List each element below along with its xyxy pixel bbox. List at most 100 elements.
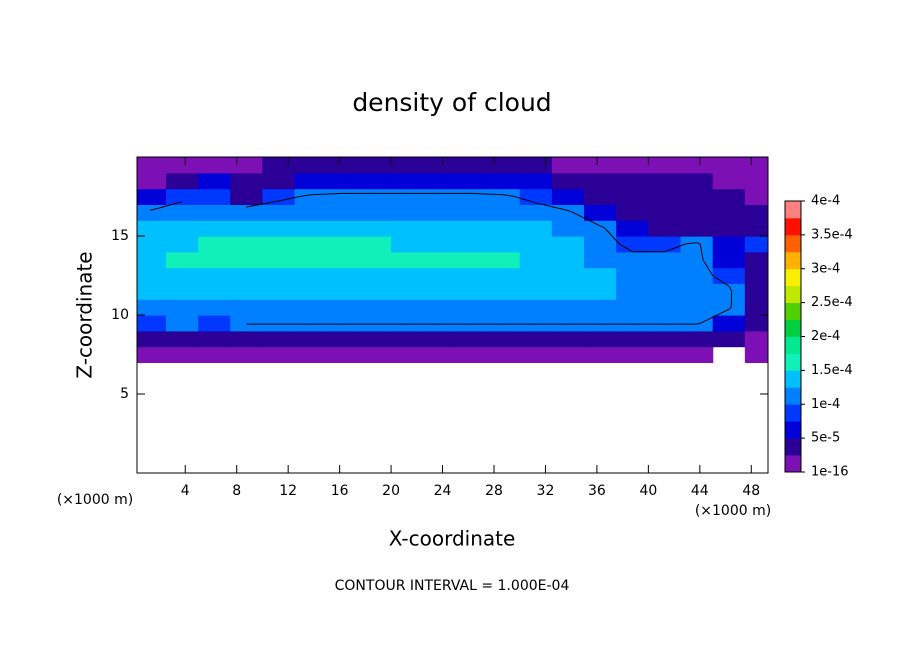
field-cell (455, 283, 489, 300)
field-cell (137, 346, 167, 363)
colorbar-band (785, 217, 801, 236)
field-cell (648, 172, 682, 190)
y-tick-label: 15 (111, 228, 129, 244)
field-cell (648, 267, 682, 284)
colorbar-band (785, 353, 801, 371)
field-cell (262, 283, 296, 300)
field-cell (680, 251, 714, 269)
field-cell (487, 220, 521, 237)
contour-field (137, 157, 768, 363)
colorbar-tick-label: 1.5e-4 (811, 363, 853, 378)
field-cell (584, 188, 617, 205)
field-cell (648, 188, 682, 205)
field-cell (198, 220, 231, 237)
field-cell (262, 299, 296, 316)
field-cell (423, 251, 456, 269)
field-cell (584, 299, 617, 316)
contour-line (728, 306, 732, 310)
field-cell (198, 299, 231, 316)
field-cell (230, 157, 264, 174)
field-cell (616, 157, 649, 174)
field-cell (165, 267, 199, 284)
field-cell (391, 315, 424, 332)
field-cell (137, 236, 167, 253)
field-cell (294, 346, 328, 363)
field-cell (487, 267, 521, 284)
contour-line (246, 200, 279, 208)
field-cell (551, 172, 585, 190)
field-cell (423, 346, 456, 363)
field-cell (519, 236, 553, 253)
field-cell (230, 330, 264, 348)
field-cell (198, 346, 231, 363)
field-cell (584, 172, 617, 190)
x-tick-label: 8 (232, 483, 241, 499)
field-cell (230, 204, 264, 221)
field-cell (616, 267, 649, 284)
field-cell (551, 283, 585, 300)
contour-line (567, 210, 573, 213)
field-cell (744, 157, 768, 174)
field-cell (712, 220, 746, 237)
contour-line (572, 211, 601, 227)
contour-line (685, 242, 697, 245)
field-cell (391, 172, 424, 190)
field-cell (294, 236, 328, 253)
field-cell (326, 188, 360, 205)
colorbar-tick-label: 1e-4 (811, 397, 840, 412)
field-cell (230, 283, 264, 300)
field-cell (358, 188, 392, 205)
field-cell (262, 315, 296, 332)
field-cell (519, 299, 553, 316)
field-cell (455, 236, 489, 253)
colorbar-band (785, 234, 801, 253)
field-cell (680, 236, 714, 253)
field-cell (616, 283, 649, 300)
field-cell (326, 172, 360, 190)
field-cell (230, 299, 264, 316)
field-cell (648, 236, 682, 253)
field-cell (455, 157, 489, 174)
x-axis-title: X-coordinate (389, 527, 516, 551)
field-cell (551, 236, 585, 253)
x-tick-label: 20 (382, 483, 400, 499)
contour-line (702, 259, 714, 276)
field-cell (648, 315, 682, 332)
colorbar-band (785, 268, 801, 287)
field-cell (487, 251, 521, 269)
field-cell (165, 188, 199, 205)
field-cell (487, 283, 521, 300)
field-cell (165, 157, 199, 174)
field-cell (137, 188, 167, 205)
field-cell (262, 188, 296, 205)
field-cell (326, 157, 360, 174)
field-cell (391, 267, 424, 284)
field-cell (198, 236, 231, 253)
contour-line (514, 196, 536, 204)
colorbar-band (785, 302, 801, 320)
field-cell (455, 172, 489, 190)
field-cell (262, 204, 296, 221)
field-cell (230, 346, 264, 363)
field-cell (294, 315, 328, 332)
colorbar-tick-label: 5e-5 (811, 431, 840, 446)
colorbar-band (785, 251, 801, 270)
field-cell (230, 251, 264, 269)
field-cell (423, 299, 456, 316)
field-cell (680, 172, 714, 190)
field-cell (744, 220, 768, 237)
field-cell (487, 188, 521, 205)
field-cell (744, 330, 768, 348)
field-cell (712, 188, 746, 205)
field-cell (455, 346, 489, 363)
field-cell (712, 283, 746, 300)
field-cell (294, 204, 328, 221)
colorbar-band (785, 201, 801, 219)
field-cell (455, 315, 489, 332)
colorbar-band (785, 319, 801, 337)
field-cell (680, 188, 714, 205)
field-cell (584, 283, 617, 300)
colorbar-band (785, 387, 801, 405)
field-cell (165, 172, 199, 190)
field-cell (230, 267, 264, 284)
